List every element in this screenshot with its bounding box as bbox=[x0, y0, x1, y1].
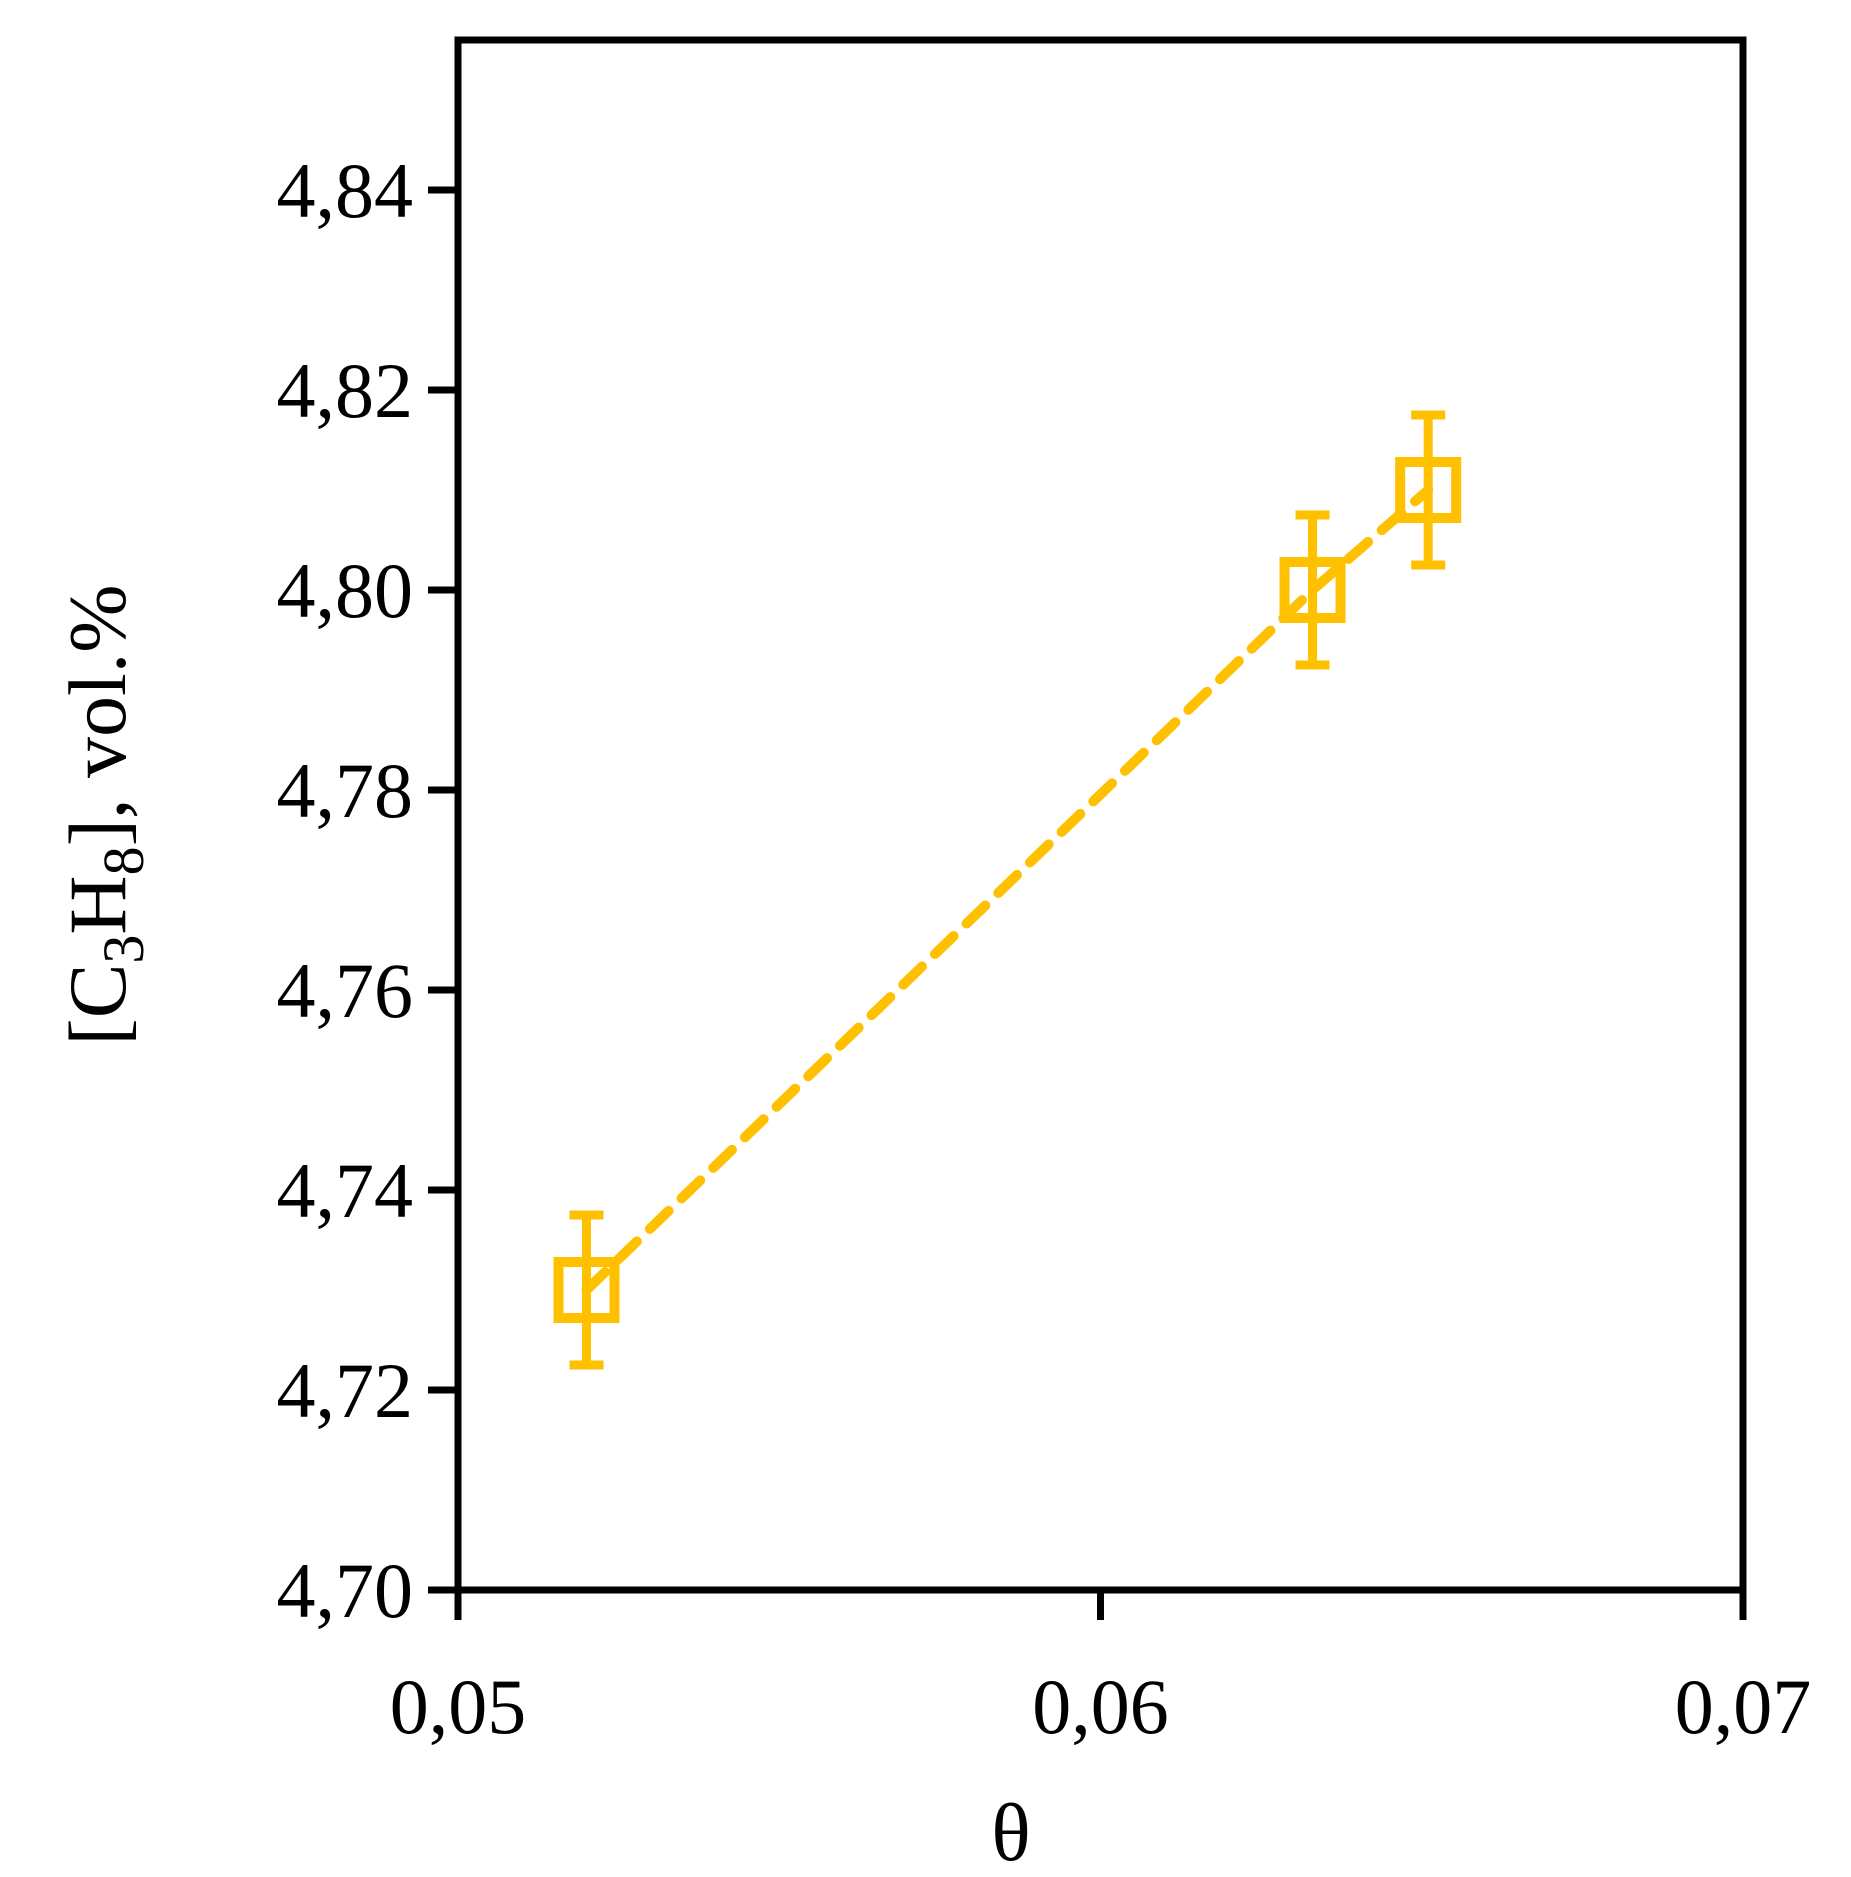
y-tick-label: 4,70 bbox=[277, 1547, 414, 1634]
series-line bbox=[581, 485, 1434, 1295]
y-tick-label: 4,74 bbox=[277, 1147, 414, 1234]
y-axis-title-prefix: [C bbox=[52, 964, 143, 1046]
x-tick-label: 0,06 bbox=[1032, 1663, 1169, 1750]
y-tick-label: 4,84 bbox=[277, 147, 414, 234]
x-axis-ticks: 0,05 0,06 0,07 bbox=[390, 1590, 1812, 1750]
y-tick-label: 4,76 bbox=[277, 947, 414, 1034]
x-tick-label: 0,07 bbox=[1675, 1663, 1812, 1750]
y-axis-title-mid: H bbox=[52, 875, 143, 934]
y-tick-label: 4,80 bbox=[277, 547, 414, 634]
data-point bbox=[553, 1257, 620, 1323]
y-axis-title: [C3H8], vol.% bbox=[52, 584, 156, 1045]
series-layer bbox=[553, 410, 1462, 1370]
y-axis-ticks: 4,70 4,72 4,74 4,76 4,78 4,80 4,82 4,84 bbox=[277, 147, 458, 1634]
y-axis-title-sub1: 3 bbox=[91, 935, 156, 964]
y-tick-label: 4,72 bbox=[277, 1347, 414, 1434]
data-point bbox=[1395, 457, 1462, 523]
x-axis-title: θ bbox=[991, 1787, 1030, 1877]
y-tick-label: 4,82 bbox=[277, 347, 414, 434]
x-tick-label: 0,05 bbox=[390, 1663, 527, 1750]
y-tick-label: 4,78 bbox=[277, 747, 414, 834]
y-axis-title-suffix: ], vol.% bbox=[52, 584, 143, 846]
data-point bbox=[1279, 557, 1346, 623]
y-axis-title-sub2: 8 bbox=[91, 846, 156, 875]
plot-area-frame bbox=[454, 36, 1747, 1594]
